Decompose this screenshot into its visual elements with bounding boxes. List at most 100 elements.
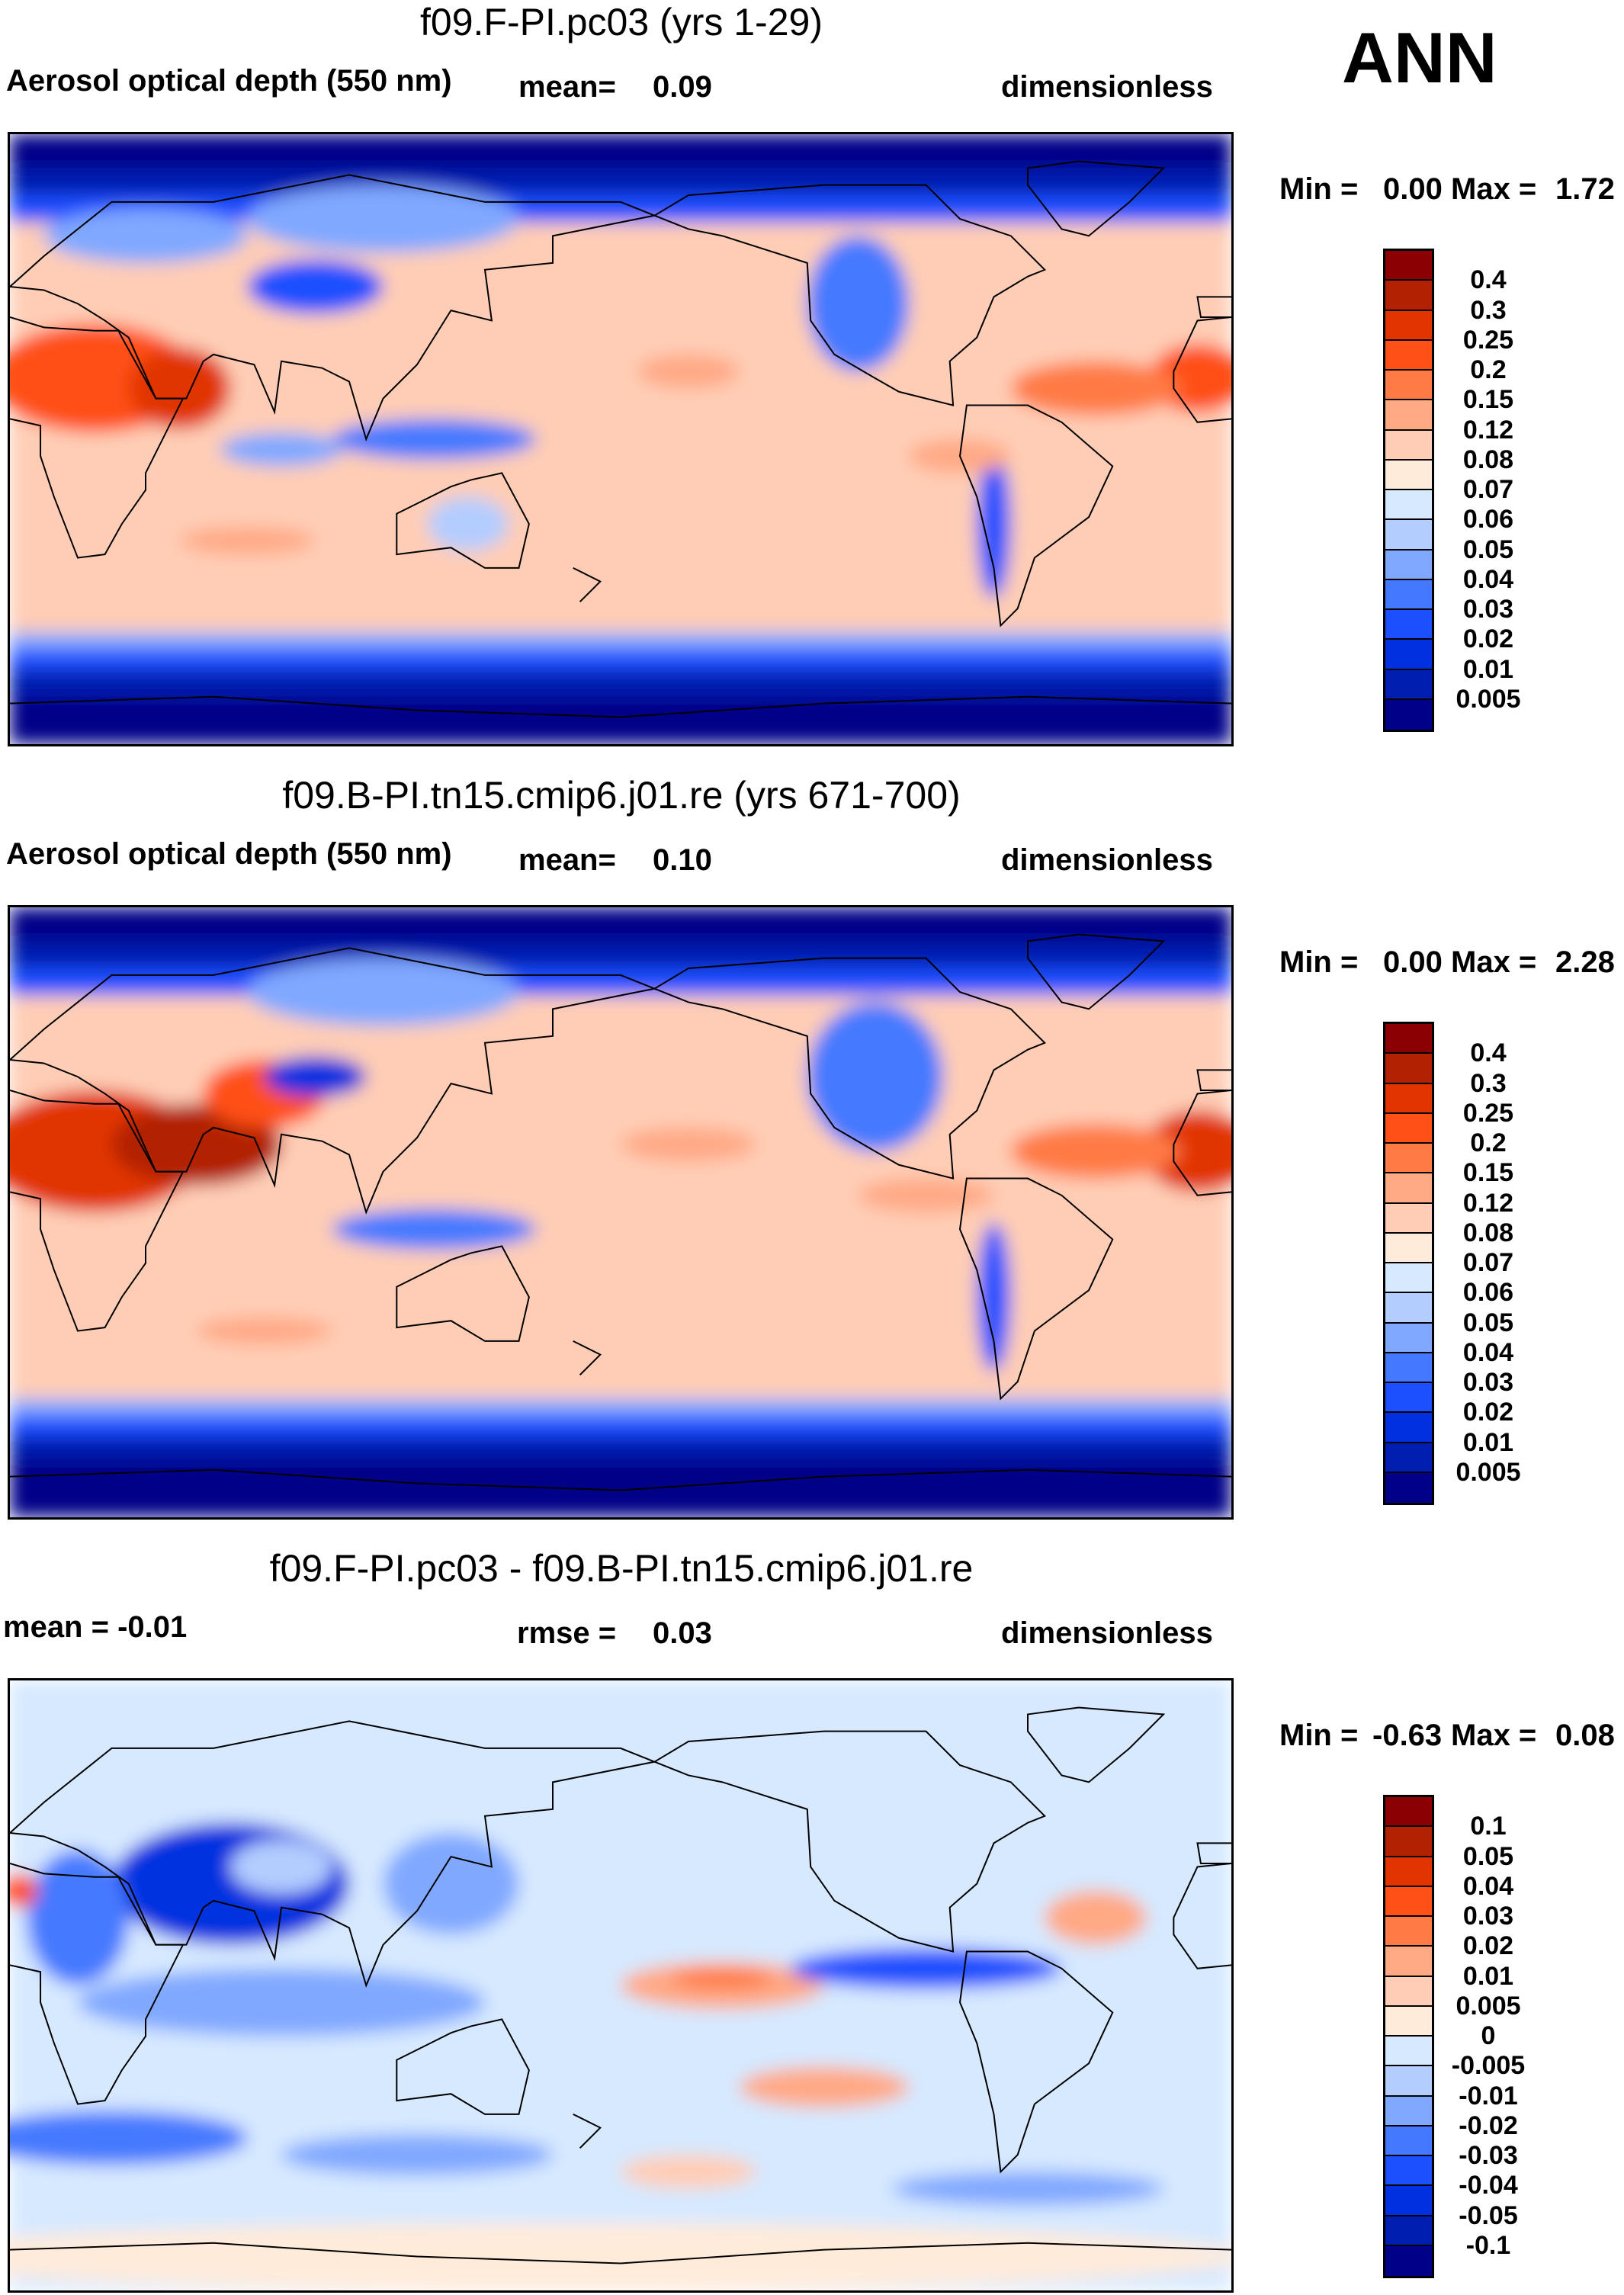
coastline	[10, 697, 1231, 717]
contour-region	[807, 236, 910, 372]
panel-title: f09.F-PI.pc03 - f09.B-PI.tn15.cmip6.j01.…	[269, 1547, 974, 1590]
colorbar	[1383, 1022, 1434, 1505]
colorbar-swatch	[1385, 2037, 1432, 2067]
stat-value: 0.10	[653, 843, 712, 877]
coastline	[396, 1246, 529, 1340]
min-value: 0.00	[1383, 172, 1443, 206]
contour-region	[621, 2155, 756, 2189]
contour-region	[427, 496, 509, 551]
colorbar-swatch	[1385, 1443, 1432, 1473]
contour-region	[10, 2223, 1231, 2290]
colorbar-swatch	[1385, 1976, 1432, 2007]
colorbar-swatch	[1385, 520, 1432, 550]
map-panel	[8, 1678, 1234, 2293]
contour-region	[27, 1850, 129, 1985]
colorbar-label: 0.07	[1462, 475, 1514, 504]
max-value: 1.72	[1555, 172, 1615, 206]
coastline	[655, 1732, 1045, 1952]
coastline	[10, 175, 655, 439]
coastline	[573, 1341, 601, 1375]
contour-region	[858, 1178, 994, 1212]
colorbar-label: 0.04	[1462, 1871, 1514, 1901]
coastline	[10, 1090, 183, 1331]
colorbar-label: 0.03	[1462, 1902, 1514, 1931]
colorbar-label: 0.02	[1462, 1398, 1514, 1427]
colorbar-swatch	[1385, 1113, 1432, 1144]
contour-region	[977, 1222, 1011, 1372]
colorbar-swatch	[1385, 610, 1432, 640]
colorbar-label: 0.005	[1456, 1457, 1521, 1487]
contour-region	[1143, 1110, 1231, 1192]
colorbar-swatch	[1385, 1857, 1432, 1887]
colorbar-label: 0.06	[1462, 505, 1514, 534]
coastline	[1028, 1708, 1163, 1783]
max-label: Max =	[1451, 172, 1537, 206]
contour-map	[10, 1680, 1231, 2290]
contour-region	[10, 1398, 1231, 1416]
colorbar-swatch	[1385, 1472, 1432, 1503]
colorbar-label: 0.04	[1462, 1337, 1514, 1367]
coastline	[1173, 1863, 1231, 1969]
coastline	[573, 568, 601, 602]
coastline	[10, 1863, 183, 2104]
map-panel	[8, 132, 1234, 746]
colorbar-swatch	[1385, 371, 1432, 401]
coastline	[10, 948, 655, 1212]
contour-region	[10, 693, 1231, 744]
contour-region	[264, 1056, 367, 1097]
colorbar-label: -0.1	[1465, 2230, 1511, 2260]
colorbar-label: -0.05	[1459, 2200, 1518, 2230]
contour-region	[10, 1432, 1231, 1460]
colorbar-label: -0.03	[1459, 2141, 1518, 2170]
colorbar-label: 0.25	[1462, 325, 1514, 355]
colorbar-swatch	[1385, 2245, 1432, 2276]
colorbar-swatch	[1385, 1947, 1432, 1977]
colorbar-label: 0.06	[1462, 1278, 1514, 1308]
contour-region	[10, 1456, 1231, 1517]
contour-region	[892, 2171, 1163, 2206]
colorbar-swatch	[1385, 669, 1432, 700]
contour-region	[78, 1968, 485, 2037]
colorbar-swatch	[1385, 1797, 1432, 1828]
field-name: Aerosol optical depth (550 nm)	[6, 64, 452, 98]
contour-region	[10, 168, 1231, 195]
colorbar-label: 0.08	[1462, 445, 1514, 474]
max-value: 0.08	[1555, 1719, 1615, 1752]
stat-label: mean=	[518, 843, 616, 877]
contour-region	[10, 632, 1231, 650]
contour-region	[739, 2066, 910, 2107]
colorbar-swatch	[1385, 1293, 1432, 1324]
colorbar-label: -0.04	[1459, 2171, 1518, 2200]
colorbar-swatch	[1385, 1054, 1432, 1084]
colorbar-label: 0.04	[1462, 564, 1514, 594]
contour-region	[637, 354, 740, 389]
coastline	[10, 1721, 655, 1985]
colorbar-label: 0.07	[1462, 1248, 1514, 1277]
stat-value: 0.09	[653, 70, 712, 104]
colorbar-label: -0.02	[1459, 2110, 1518, 2140]
contour-region	[332, 419, 536, 460]
colorbar-label: 0.01	[1462, 654, 1514, 684]
units-label: dimensionless	[1001, 70, 1213, 104]
stat-value: 0.03	[653, 1616, 712, 1650]
contour-region	[10, 649, 1231, 670]
coastline	[396, 473, 529, 567]
colorbar	[1383, 249, 1434, 732]
contour-region	[247, 259, 384, 314]
colorbar-swatch	[1385, 2096, 1432, 2126]
contour-region	[332, 1208, 536, 1250]
colorbar-label: 0.005	[1456, 1991, 1521, 2021]
coastline	[960, 406, 1112, 626]
colorbar-label: 0.12	[1462, 1188, 1514, 1218]
coastline	[1198, 297, 1232, 317]
contour-region	[807, 1002, 943, 1151]
season-label: ANN	[1342, 18, 1497, 98]
colorbar	[1383, 1795, 1434, 2278]
colorbar-swatch	[1385, 1827, 1432, 1857]
map-panel	[8, 905, 1234, 1520]
panel-title: f09.F-PI.pc03 (yrs 1-29)	[420, 1, 823, 43]
stat-label: mean=	[518, 70, 616, 104]
colorbar-label: -0.005	[1451, 2051, 1526, 2081]
colorbar-swatch	[1385, 1083, 1432, 1114]
min-label: Min =	[1279, 172, 1359, 206]
